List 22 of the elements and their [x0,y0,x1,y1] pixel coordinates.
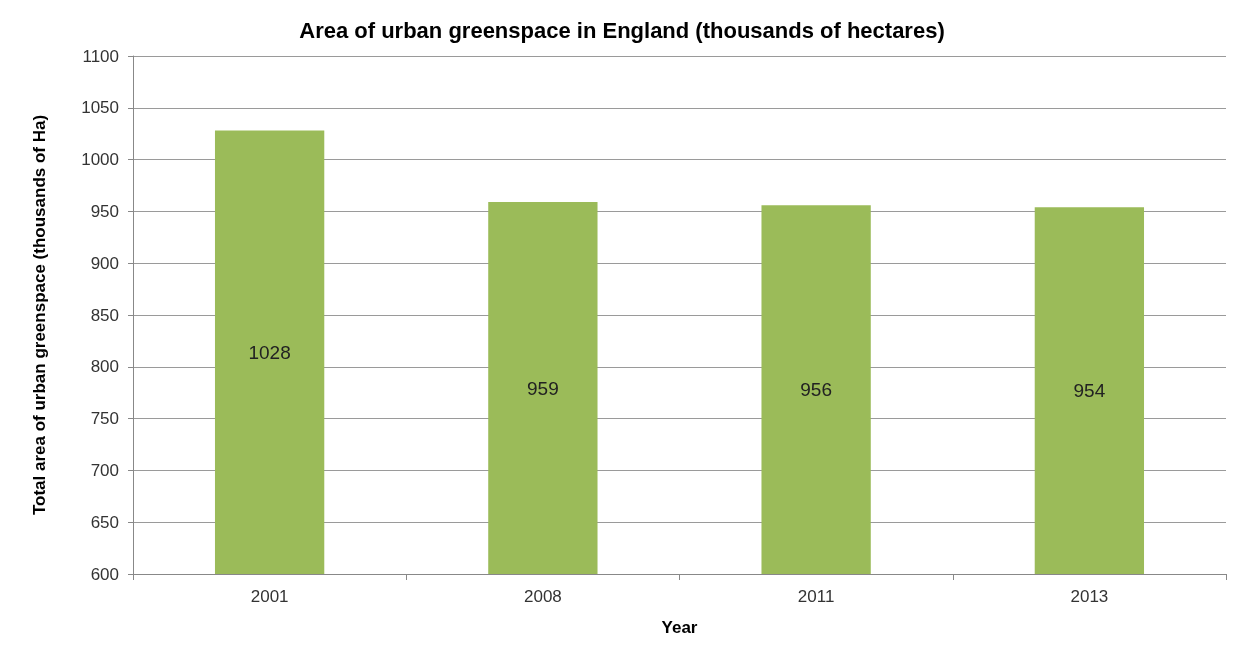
y-tick-label: 700 [90,460,119,480]
x-tick-label: 2008 [523,587,562,606]
y-tick-label: 950 [90,201,119,221]
y-tick-label: 600 [90,564,119,584]
y-tick-label: 850 [90,305,119,325]
x-tick-label: 2013 [1070,587,1109,606]
data-label: 1028 [248,341,291,363]
data-label: 954 [1073,380,1106,402]
data-label: 959 [527,377,559,399]
y-tick-label: 800 [90,357,119,377]
x-tick-label: 2011 [797,587,835,606]
x-axis-title: Year [661,618,698,637]
y-tick-label: 900 [90,253,119,273]
y-tick-label: 1100 [82,46,119,66]
y-tick-label: 1000 [81,150,119,170]
x-tick-label: 2001 [250,587,289,606]
y-axis-title: Total area of urban greenspace (thousands of Ha) [30,114,49,516]
chart-title: Area of urban greenspace in England (thousands of hectares) [299,17,945,43]
y-tick-label: 750 [90,409,119,429]
y-tick-label: 1050 [81,98,119,118]
y-tick-label: 650 [90,512,119,532]
data-label: 956 [800,379,832,401]
